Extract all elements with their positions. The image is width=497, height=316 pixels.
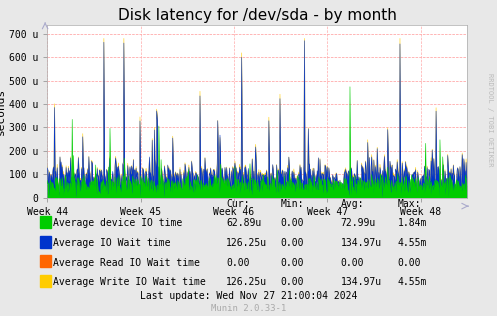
Text: 0.00: 0.00 xyxy=(281,258,304,268)
Text: 134.97u: 134.97u xyxy=(340,277,382,287)
Text: 1.84m: 1.84m xyxy=(398,218,427,228)
Text: 4.55m: 4.55m xyxy=(398,238,427,248)
Text: Munin 2.0.33-1: Munin 2.0.33-1 xyxy=(211,304,286,313)
Text: 0.00: 0.00 xyxy=(226,258,249,268)
Text: Average IO Wait time: Average IO Wait time xyxy=(53,238,170,248)
Text: Avg:: Avg: xyxy=(340,199,364,209)
Text: Last update: Wed Nov 27 21:00:04 2024: Last update: Wed Nov 27 21:00:04 2024 xyxy=(140,291,357,301)
Text: 126.25u: 126.25u xyxy=(226,238,267,248)
Title: Disk latency for /dev/sda - by month: Disk latency for /dev/sda - by month xyxy=(118,8,397,23)
Text: 0.00: 0.00 xyxy=(281,238,304,248)
Text: Average Read IO Wait time: Average Read IO Wait time xyxy=(53,258,200,268)
Text: 126.25u: 126.25u xyxy=(226,277,267,287)
Text: 62.89u: 62.89u xyxy=(226,218,261,228)
Text: 72.99u: 72.99u xyxy=(340,218,376,228)
Text: Min:: Min: xyxy=(281,199,304,209)
Text: 0.00: 0.00 xyxy=(281,277,304,287)
Text: RRDTOOL / TOBI OETIKER: RRDTOOL / TOBI OETIKER xyxy=(487,73,493,167)
Text: Max:: Max: xyxy=(398,199,421,209)
Text: Average Write IO Wait time: Average Write IO Wait time xyxy=(53,277,206,287)
Text: 0.00: 0.00 xyxy=(340,258,364,268)
Text: 0.00: 0.00 xyxy=(398,258,421,268)
Text: 4.55m: 4.55m xyxy=(398,277,427,287)
Y-axis label: seconds: seconds xyxy=(0,88,6,135)
Text: Average device IO time: Average device IO time xyxy=(53,218,182,228)
Text: 0.00: 0.00 xyxy=(281,218,304,228)
Text: Cur:: Cur: xyxy=(226,199,249,209)
Text: 134.97u: 134.97u xyxy=(340,238,382,248)
